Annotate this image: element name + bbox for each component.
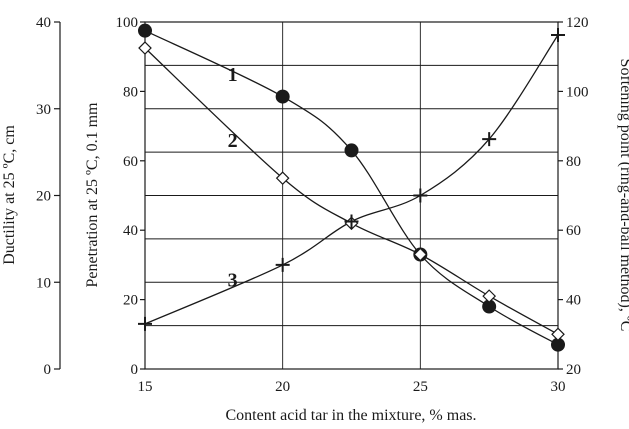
series-1-point-4 [482, 299, 497, 314]
ductility-tick-0: 0 [44, 362, 52, 378]
x-tick-15: 15 [138, 379, 153, 395]
series-2-point-5 [551, 327, 565, 342]
penetration-tick-60: 60 [123, 154, 138, 170]
x-tick-25: 25 [413, 379, 428, 395]
softening-tick-40: 40 [566, 293, 581, 309]
series-2-point-3 [413, 247, 428, 262]
curve-label-3: 3 [228, 270, 238, 292]
ductility-tick-20: 20 [36, 189, 51, 205]
ductility-tick-40: 40 [36, 15, 51, 31]
ductility-tick-10: 10 [36, 275, 51, 291]
tick-labels: 15 20 25 3001020304002040608010020406080100… [36, 15, 589, 395]
series-2-point-1 [275, 171, 290, 185]
curves [144, 30, 559, 346]
penetration-axis-title: Penetration at 25 ºC, 0.1 mm [84, 102, 101, 287]
softening-tick-60: 60 [566, 223, 581, 239]
series-3-point-5 [551, 28, 565, 43]
series-2-point-4 [482, 289, 497, 303]
curve-2 [144, 47, 559, 335]
x-tick-30: 30 [551, 379, 566, 395]
series-3-point-0 [138, 316, 152, 331]
series-1-point-5 [551, 337, 565, 352]
series-2-point-0 [138, 41, 152, 55]
curve-3 [144, 34, 559, 325]
curve-label-2: 2 [228, 130, 238, 152]
softening-tick-80: 80 [566, 154, 581, 170]
penetration-tick-80: 80 [123, 84, 138, 100]
penetration-tick-40: 40 [123, 223, 138, 239]
series-1-point-1 [275, 89, 290, 104]
curve-label-1: 1 [228, 64, 238, 86]
ductility-axis-title: Ductility at 25 ºC, cm [1, 125, 18, 265]
curve-labels: 1 2 3 [228, 64, 238, 292]
grid [145, 22, 558, 369]
softening-axis-title: Softening point (ring-and-ball method), … [617, 59, 629, 332]
series-3-point-1 [275, 257, 290, 272]
markers [138, 23, 565, 352]
softening-tick-20: 20 [566, 362, 581, 378]
penetration-tick-20: 20 [123, 293, 138, 309]
ductility-tick-30: 30 [36, 102, 51, 118]
series-3-point-4 [482, 132, 497, 147]
x-tick-20: 20 [275, 379, 290, 395]
series-1-point-2 [344, 143, 359, 158]
x-axis-title: Content acid tar in the mixture, % mas. [225, 407, 476, 424]
penetration-tick-0: 0 [131, 362, 139, 378]
softening-tick-100: 100 [566, 84, 589, 100]
softening-tick-120: 120 [566, 15, 589, 31]
series-3-point-2 [344, 214, 359, 229]
plot-frame [144, 21, 559, 370]
series-3-point-3 [413, 188, 428, 203]
penetration-tick-100: 100 [116, 15, 139, 31]
series-1-point-0 [138, 23, 152, 38]
